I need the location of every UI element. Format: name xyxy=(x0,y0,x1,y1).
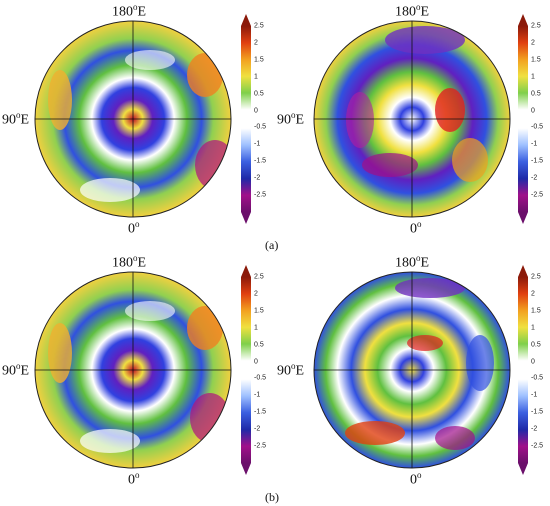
polar-map-b-left xyxy=(34,271,232,469)
cbar-tick: -1.5 xyxy=(531,157,544,165)
cbar-tick: 0.5 xyxy=(531,90,541,98)
label-180e: 180oE xyxy=(395,2,430,20)
cbar-tick: -2 xyxy=(254,425,261,433)
cbar-tick: -2 xyxy=(531,174,538,182)
polar-map-a-right xyxy=(313,20,511,218)
cbar-tick: 2 xyxy=(254,39,258,47)
cbar-tick: -2.5 xyxy=(254,442,267,450)
cbar-tick: -0.5 xyxy=(531,374,544,382)
cbar-tick: 1.5 xyxy=(254,56,264,64)
label-90e: 90oE xyxy=(277,110,305,128)
cbar-tick: 2.5 xyxy=(254,273,264,281)
figure-label-a: (a) xyxy=(265,238,279,252)
cbar-tick: -1.5 xyxy=(254,157,267,165)
panel-b-left: 180oE 90oE 0o 2.5 2 1.5 1 0.5 0 -0.5 -1 … xyxy=(0,253,275,506)
label-180e: 180oE xyxy=(112,2,147,20)
label-90e: 90oE xyxy=(2,110,30,128)
cbar-tick: -1 xyxy=(254,391,261,399)
cbar-tick: 1 xyxy=(531,73,535,81)
cbar-tick: 1 xyxy=(254,324,258,332)
cbar-tick: -1.5 xyxy=(531,408,544,416)
cbar-tick: 0.5 xyxy=(254,90,264,98)
cbar-tick: 1.5 xyxy=(531,56,541,64)
cbar-tick: 1.5 xyxy=(254,307,264,315)
cbar-tick: -1 xyxy=(254,140,261,148)
cbar-tick: -2.5 xyxy=(254,191,267,199)
label-0: 0o xyxy=(410,470,422,488)
label-90e: 90oE xyxy=(277,361,305,379)
cbar-tick: 1 xyxy=(531,324,535,332)
label-90e: 90oE xyxy=(2,361,30,379)
cbar-tick: -2 xyxy=(531,425,538,433)
cbar-tick: 2 xyxy=(254,290,258,298)
cbar-tick: 1.5 xyxy=(531,307,541,315)
panel-a-right: 180oE 90oE 0o 2.5 2 1.5 1 0.5 0 -0.5 -1 … xyxy=(275,0,550,253)
cbar-tick: 0.5 xyxy=(254,341,264,349)
figure-label-b: (b) xyxy=(265,490,279,504)
cbar-tick: -0.5 xyxy=(254,374,267,382)
colorbar-b-right xyxy=(518,265,528,475)
polar-map-a-left xyxy=(34,20,232,218)
cbar-tick: 2.5 xyxy=(254,22,264,30)
cbar-tick: -2 xyxy=(254,174,261,182)
cbar-tick: 0 xyxy=(254,107,258,115)
label-0: 0o xyxy=(410,219,422,237)
cbar-tick: 2.5 xyxy=(531,273,541,281)
label-0: 0o xyxy=(128,470,140,488)
label-180e: 180oE xyxy=(395,253,430,271)
cbar-tick: 0 xyxy=(254,358,258,366)
field-a-right xyxy=(314,21,510,217)
cbar-tick: -1 xyxy=(531,391,538,399)
cbar-tick: -2.5 xyxy=(531,442,544,450)
colorbar-a-left xyxy=(241,14,251,224)
colorbar-a-right xyxy=(518,14,528,224)
label-180e: 180oE xyxy=(112,253,147,271)
cbar-tick: -1.5 xyxy=(254,408,267,416)
cbar-tick: -0.5 xyxy=(254,123,267,131)
cbar-tick: -2.5 xyxy=(531,191,544,199)
cbar-tick: 2 xyxy=(531,290,535,298)
panel-a-left: 180oE 90oE 0o 2.5 2 1.5 1 0.5 0 -0.5 -1 … xyxy=(0,0,275,253)
label-0: 0o xyxy=(128,219,140,237)
cbar-tick: -0.5 xyxy=(531,123,544,131)
cbar-tick: 0.5 xyxy=(531,341,541,349)
cbar-tick: 0 xyxy=(531,107,535,115)
field-b-left xyxy=(35,272,231,468)
cbar-tick: -1 xyxy=(531,140,538,148)
cbar-tick: 1 xyxy=(254,73,258,81)
panel-b-right: 180oE 90oE 0o 2.5 2 1.5 1 0.5 0 -0.5 -1 … xyxy=(275,253,550,506)
cbar-tick: 2 xyxy=(531,39,535,47)
colorbar-b-left xyxy=(241,265,251,475)
cbar-tick: 0 xyxy=(531,358,535,366)
cbar-tick: 2.5 xyxy=(531,22,541,30)
polar-map-b-right xyxy=(313,271,511,469)
